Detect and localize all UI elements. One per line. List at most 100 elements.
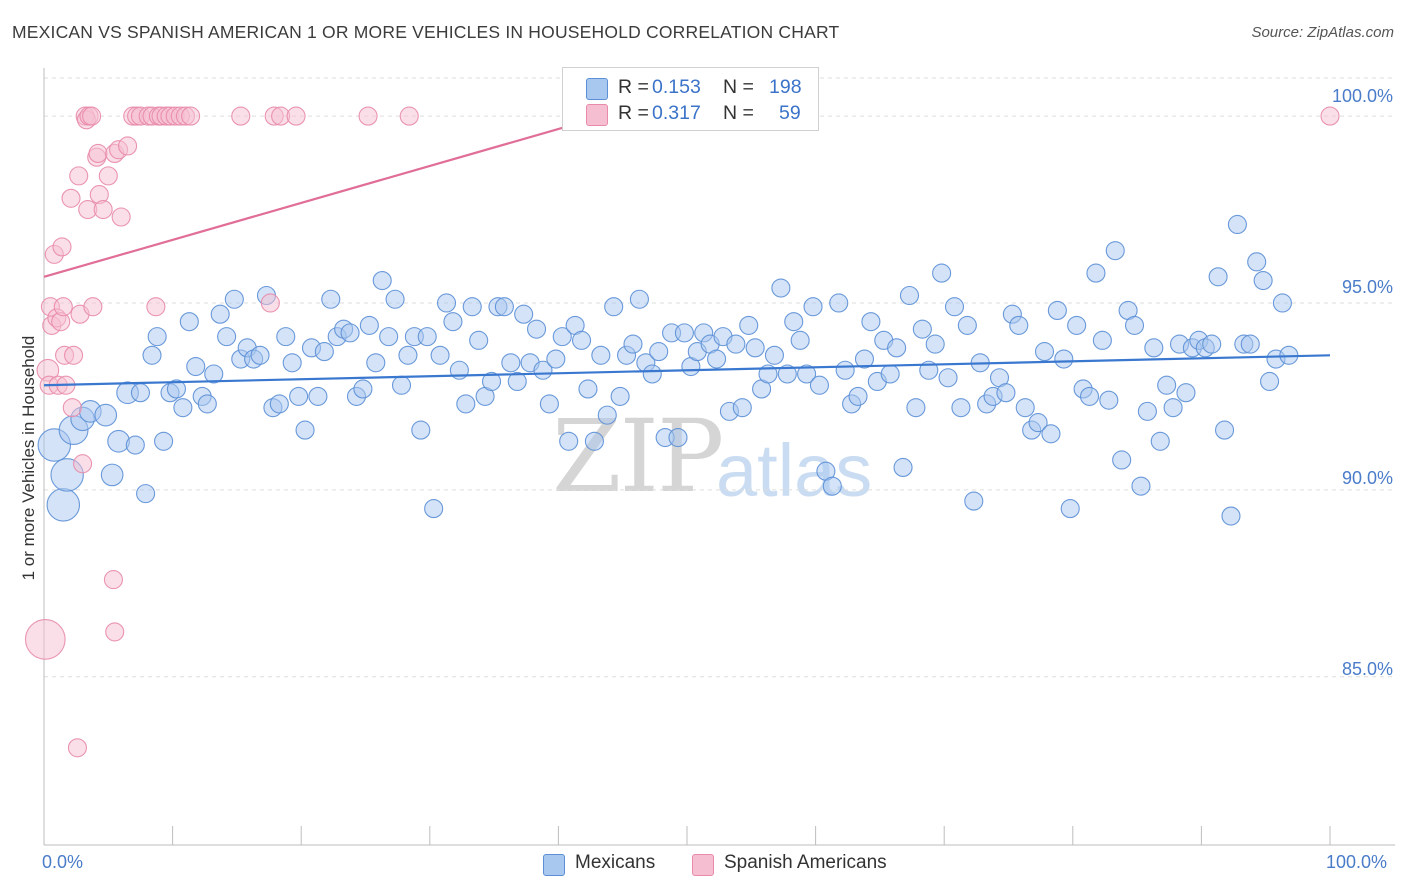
mexicans-point [147,327,167,347]
mexicans-trend-line [43,354,1331,387]
mexicans-point [1131,476,1151,496]
mexicans-legend-swatch [543,854,565,876]
mexicans-point [1079,386,1100,406]
mexicans-point [546,349,566,369]
mexicans-point [107,429,130,453]
mexicans-point [944,297,965,317]
spanish-americans-point [61,188,81,208]
mexicans-point [46,488,81,522]
legend-row-mexicans: R = 0.153 N = 198 [563,75,818,101]
mexicans-point [578,379,598,399]
mexicans-point [366,353,386,373]
mexicans-point [1009,315,1029,335]
spanish-americans-point [69,166,89,186]
mexicans-point [539,394,559,414]
mexicans-point [179,312,199,332]
spanish-americans-point [260,293,280,313]
mexicans-point [321,289,341,309]
mexicans-point [340,323,360,343]
mexicans-point [1137,401,1157,421]
y-tick-label: 100.0% [1331,86,1393,106]
mexicans-point [1260,371,1280,392]
mexicans-point [1227,214,1247,235]
mexicans-point [623,334,643,354]
mexicans-point [379,327,399,347]
mexicans-point [1240,334,1260,354]
spanish-americans-point [24,619,66,660]
mexicans-point [777,364,797,384]
mexicans-point [430,345,450,365]
mexicans-point [559,431,579,451]
mexicans-point [269,394,289,414]
mexicans-point [674,323,694,343]
mexicans-point [514,304,534,324]
mexicans-point [359,315,379,335]
mexicans-point [1105,241,1125,261]
mexicans-point [771,278,791,298]
mexicans-point [571,330,592,350]
y-tick-label: 90.0% [1341,468,1393,488]
r-label: R = [618,102,649,124]
mexicans-point [142,345,162,365]
mexicans-point [951,398,971,418]
mexicans-point [217,327,237,347]
mexicans-point [854,349,875,369]
mexicans-point [739,315,759,335]
mexicans-swatch [586,78,608,100]
spanish-americans-point [111,207,131,227]
mexicans-point [385,289,405,309]
mexicans-point [173,398,193,418]
mexicans-point [308,386,328,406]
mexicans-point [456,394,476,414]
mexicans-point [1041,424,1061,444]
mexicans-point [552,327,572,347]
spanish-americans-points [24,106,1340,758]
y-tick-label: 85.0% [1341,659,1393,679]
spanish-americans-point [73,454,93,474]
mexicans-point [1067,315,1087,335]
spanish-americans-point [1320,106,1340,126]
mexicans-point [1034,342,1055,362]
mexicans-point [964,491,984,511]
trend-lines [43,115,1331,387]
mexicans-point [1047,300,1067,321]
n-label: N = [723,76,754,98]
spanish-americans-trend-line [43,115,604,278]
mexicans-point [501,353,521,373]
mexicans-point [1144,338,1164,358]
mexicans-point [822,476,842,496]
mexicans-point [1176,383,1196,403]
mexicans-point [1157,375,1177,395]
mexicans-point [1150,431,1170,451]
spanish-americans-point [53,297,73,317]
mexicans-point [1202,334,1222,354]
mexicans-point [938,368,958,388]
mexicans-point [649,342,669,362]
mexicans-point [784,312,804,332]
mexicans-point [1253,270,1273,291]
mexicans-point [154,431,174,451]
mexicans-point [1272,293,1292,313]
mexicans-point [1163,398,1183,418]
spanish-americans-point [181,106,201,126]
y-axis-label: 1 or more Vehicles in Household [19,335,38,581]
mexicans-point [996,383,1016,403]
mexicans-point [94,403,118,427]
mexicans-point [186,356,206,377]
mexicans-point [197,394,217,414]
r-value: 0.153 [652,76,701,98]
y-tick-label: 95.0% [1341,277,1393,297]
spanish-americans-swatch [586,104,608,126]
x-tick-label: 100.0% [1326,852,1388,872]
mexicans-point [295,420,315,440]
spanish-americans-point [64,345,84,365]
mexicans-point [1028,413,1048,433]
spanish-americans-point [98,166,118,186]
mexicans-point [803,297,823,317]
x-tick-label: 0.0% [42,852,84,872]
mexicans-point [314,342,334,362]
spanish-americans-point [286,106,306,126]
mexicans-point [790,330,810,350]
mexicans-point [204,364,224,384]
